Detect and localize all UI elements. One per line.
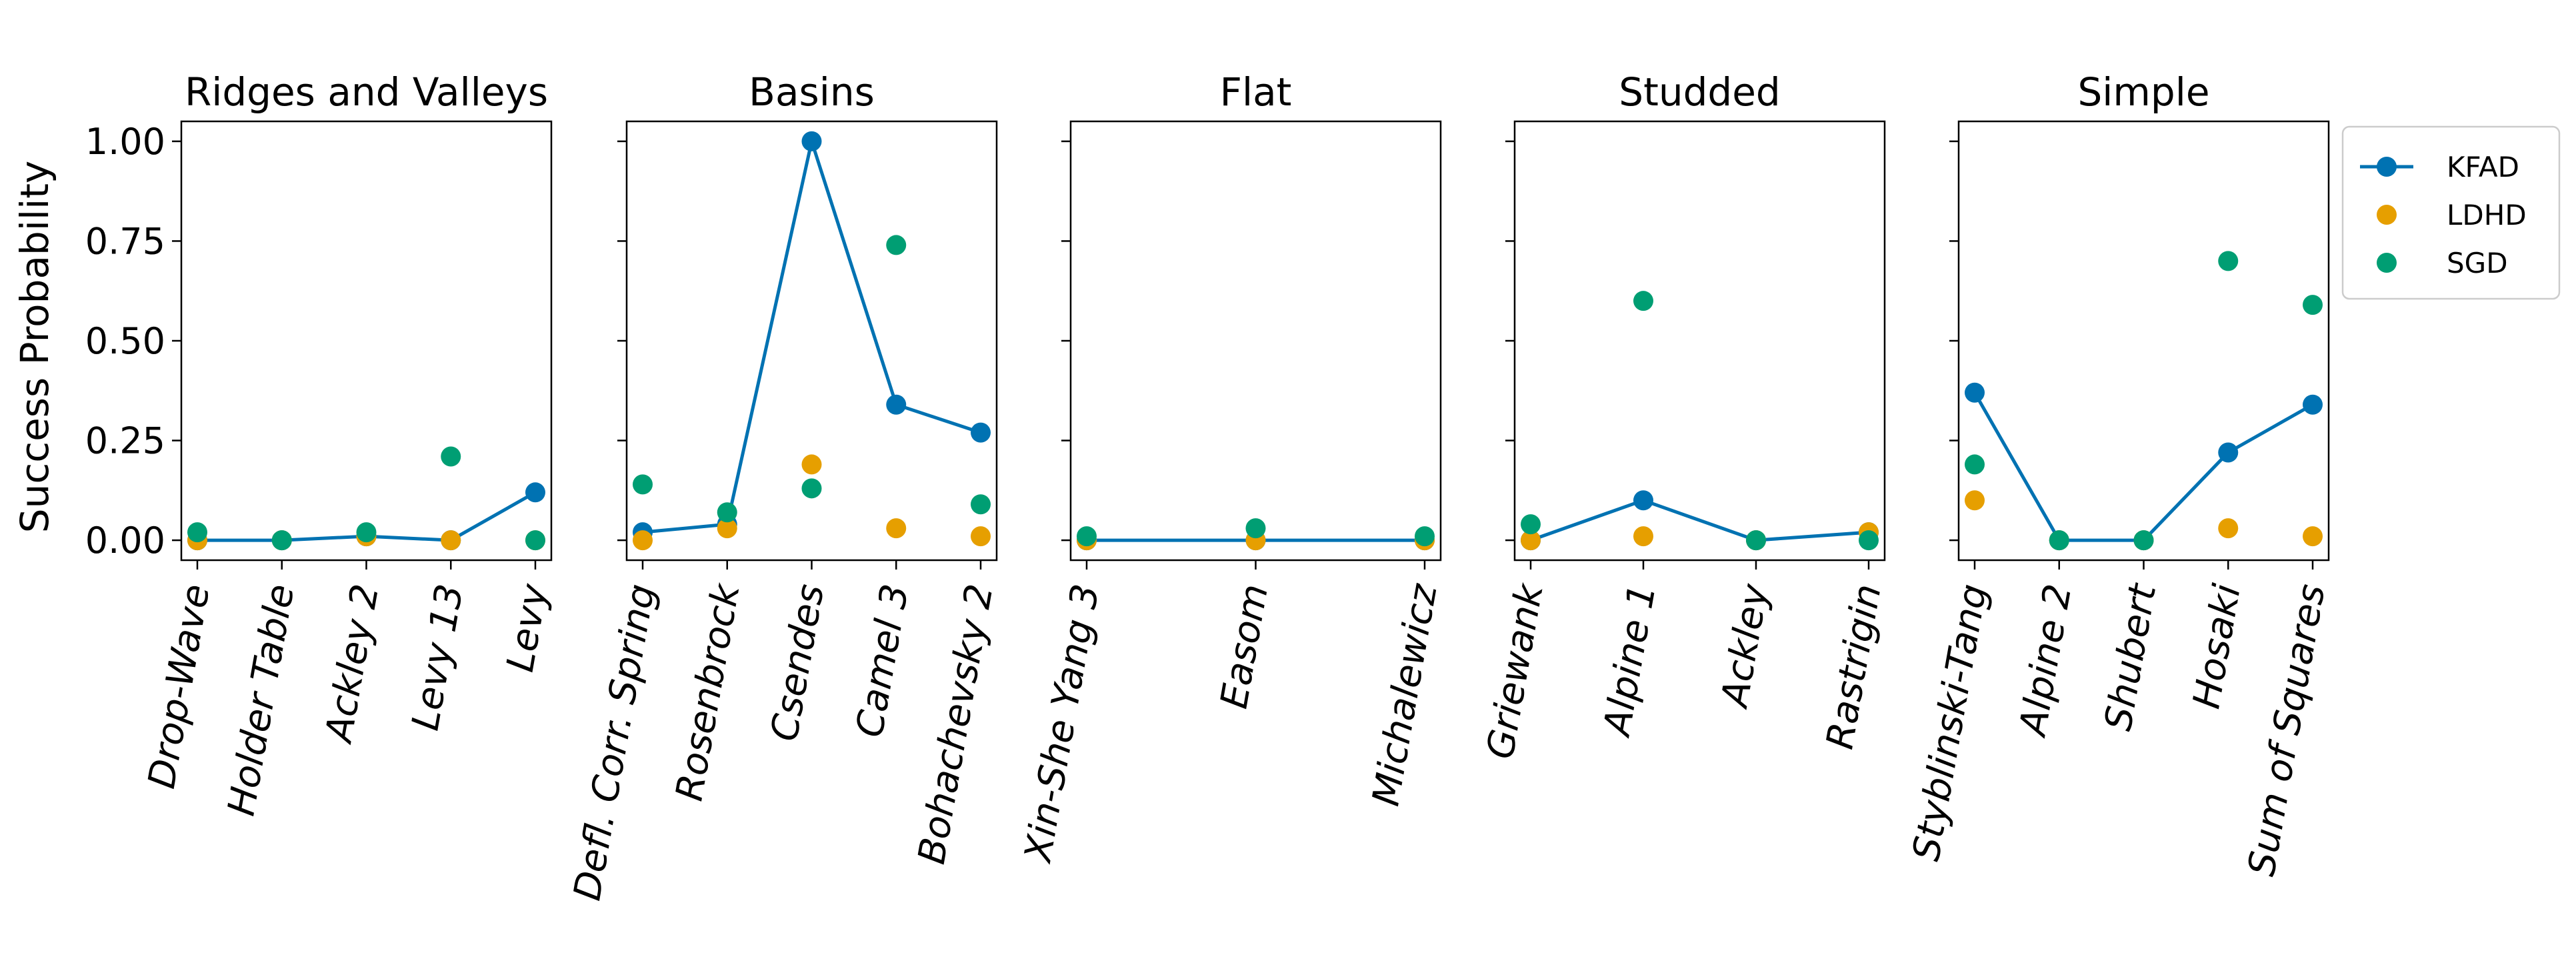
- x-tick-label: Easom: [1213, 581, 1277, 712]
- legend-label: LDHD: [2447, 199, 2527, 231]
- panel-1: Basins Defl. Corr. Spring Rosenbrock Csende…: [565, 69, 1001, 904]
- panel-title: Studded: [1619, 69, 1780, 115]
- point-sgd: [1965, 454, 1985, 475]
- point-sgd: [1245, 518, 1266, 539]
- panel-title: Ridges and Valleys: [185, 69, 548, 115]
- x-tick-label: Camel 3: [848, 581, 917, 740]
- point-ldhd: [1633, 526, 1653, 547]
- panel-3: Studded Griewank Alpine 1 Ackley Rastrigin: [1479, 69, 1890, 762]
- point-kfad: [2218, 442, 2239, 463]
- y-tick-label: 0.50: [85, 320, 165, 362]
- x-tick-label: Bohachevsky 2: [910, 581, 1002, 867]
- point-sgd: [801, 478, 822, 499]
- point-sgd: [2303, 295, 2323, 315]
- panel-frame: [180, 120, 553, 562]
- point-sgd: [1633, 291, 1653, 311]
- panel-0: Ridges and Valleys 0.00 0.25 0.50 0.75 1.00 Dr…: [85, 69, 557, 819]
- point-kfad: [801, 131, 822, 151]
- point-kfad: [886, 394, 907, 415]
- point-ldhd: [717, 518, 737, 539]
- legend-marker: [2377, 205, 2397, 225]
- y-tick-label: 1.00: [85, 121, 165, 163]
- series-line-kfad: [1530, 498, 1869, 542]
- legend-frame: [2341, 125, 2561, 300]
- panel-title: Simple: [2077, 69, 2209, 115]
- x-tick-label: Rastrigin: [1818, 581, 1889, 752]
- point-ldhd: [441, 530, 461, 551]
- panel-frame: [625, 120, 998, 562]
- x-tick-label: Rosenbrock: [668, 580, 749, 804]
- panel-title: Basins: [749, 69, 875, 115]
- point-ldhd: [1521, 530, 1541, 551]
- panel-frame: [1957, 120, 2330, 562]
- point-kfad: [1965, 382, 1985, 403]
- x-tick-label: Alpine 2: [2011, 581, 2080, 740]
- panel-frame: [1069, 120, 1442, 562]
- point-ldhd: [2303, 526, 2323, 547]
- x-tick-label: Hosaki: [2185, 581, 2249, 712]
- point-sgd: [886, 235, 907, 255]
- legend-marker: [2377, 157, 2397, 177]
- legend-label: KFAD: [2447, 151, 2519, 183]
- y-axis-label: Success Probability: [12, 161, 57, 534]
- y-tick-label: 0.00: [85, 520, 165, 562]
- y-tick-label: 0.75: [85, 220, 165, 262]
- x-tick-label: Styblinski-Tang: [1905, 581, 1996, 864]
- point-sgd: [2133, 530, 2154, 551]
- x-tick-label: Xin-She Yang 3: [1016, 581, 1108, 867]
- panel-4: Simple Styblinski-Tang Alpine 2 Shubert Hosa…: [1905, 69, 2334, 879]
- point-kfad: [525, 482, 545, 503]
- legend-label: SGD: [2447, 247, 2508, 279]
- point-sgd: [1746, 530, 1766, 551]
- x-tick-label: Csendes: [763, 581, 833, 744]
- point-ldhd: [801, 454, 822, 475]
- point-sgd: [271, 530, 292, 551]
- point-sgd: [1521, 514, 1541, 535]
- x-tick-label: Defl. Corr. Spring: [565, 581, 663, 904]
- point-ldhd: [971, 526, 991, 547]
- panel-2: Flat Xin-She Yang 3 Easom Michalewicz: [1016, 69, 1446, 867]
- panel-title: Flat: [1220, 69, 1292, 115]
- x-tick-label: Levy: [499, 580, 557, 675]
- point-sgd: [187, 522, 207, 543]
- legend-marker: [2377, 253, 2397, 273]
- point-sgd: [633, 474, 653, 495]
- series-line-kfad: [1973, 391, 2314, 542]
- point-sgd: [1859, 530, 1879, 551]
- y-tick-label: 0.25: [85, 420, 165, 462]
- x-tick-label: Holder Table: [220, 581, 303, 819]
- point-sgd: [2218, 251, 2239, 271]
- point-kfad: [2303, 394, 2323, 415]
- panel-frame: [1513, 120, 1886, 562]
- point-kfad: [1633, 490, 1653, 511]
- x-tick-label: Alpine 1: [1595, 581, 1665, 740]
- x-tick-label: Griewank: [1479, 580, 1552, 762]
- point-sgd: [1415, 526, 1435, 547]
- chart-panels: Ridges and Valleys 0.00 0.25 0.50 0.75 1.00 Dr…: [85, 69, 2334, 904]
- legend: KFAD LDHD SGD: [2341, 125, 2561, 300]
- point-ldhd: [2218, 518, 2239, 539]
- x-tick-label: Sum of Squares: [2240, 581, 2334, 879]
- point-sgd: [1077, 526, 1097, 547]
- point-sgd: [717, 502, 737, 523]
- x-tick-label: Michalewicz: [1364, 580, 1446, 810]
- x-tick-label: Ackley 2: [317, 581, 387, 747]
- x-tick-label: Shubert: [2097, 580, 2165, 734]
- x-tick-label: Levy 13: [404, 581, 472, 734]
- point-ldhd: [1965, 490, 1985, 511]
- x-tick-label: Ackley: [1713, 580, 1777, 712]
- point-sgd: [356, 522, 377, 543]
- point-sgd: [971, 494, 991, 515]
- point-sgd: [441, 446, 461, 467]
- x-tick-label: Drop-Wave: [140, 581, 219, 792]
- point-ldhd: [633, 530, 653, 551]
- point-kfad: [971, 422, 991, 443]
- point-sgd: [2049, 530, 2069, 551]
- point-sgd: [525, 530, 545, 551]
- point-ldhd: [886, 518, 907, 539]
